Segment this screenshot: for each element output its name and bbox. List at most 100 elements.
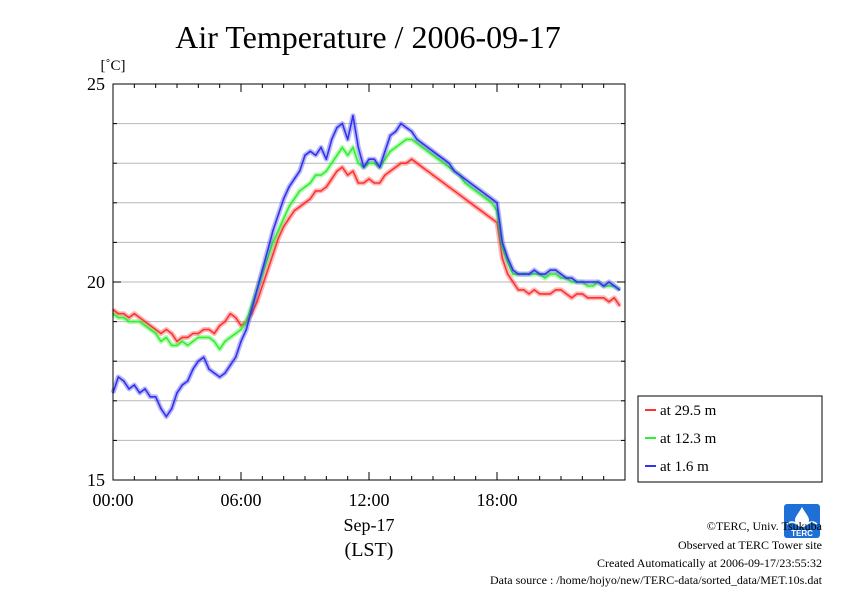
data-point — [437, 158, 440, 161]
data-point — [618, 289, 621, 291]
data-point — [608, 281, 610, 283]
data-point — [122, 316, 125, 319]
data-point — [570, 297, 573, 299]
data-point — [245, 328, 248, 331]
data-point — [410, 138, 413, 141]
data-point — [400, 142, 402, 145]
data-point — [186, 336, 189, 339]
data-point — [245, 320, 248, 323]
data-point — [560, 273, 562, 275]
data-point — [592, 297, 594, 299]
data-point — [186, 380, 189, 382]
data-point — [234, 356, 237, 359]
data-point — [448, 186, 450, 188]
data-point — [117, 316, 120, 319]
series-line-0 — [112, 158, 621, 343]
series-halo-1 — [111, 136, 622, 352]
data-point — [586, 281, 589, 283]
data-point — [394, 146, 397, 149]
data-point — [149, 328, 152, 331]
data-point — [325, 186, 328, 188]
data-point — [277, 229, 280, 232]
data-point — [368, 162, 370, 164]
data-point — [282, 225, 285, 228]
credit-created: Created Automatically at 2006-09-17/23:5… — [597, 556, 822, 570]
data-point — [400, 162, 402, 164]
data-point — [224, 320, 226, 323]
data-point — [442, 158, 445, 161]
data-point — [597, 297, 600, 299]
y-tick-label: 25 — [87, 74, 105, 94]
x-axis-date-label: Sep-17 — [344, 515, 395, 535]
data-point — [229, 336, 232, 339]
data-point — [154, 332, 157, 335]
data-point — [474, 190, 477, 192]
data-point — [229, 364, 232, 366]
data-point — [197, 360, 200, 363]
data-point — [437, 154, 440, 157]
data-point — [448, 166, 450, 168]
x-tick-label: 12:00 — [348, 490, 389, 510]
data-point — [282, 217, 285, 220]
data-point — [416, 138, 418, 141]
data-point — [389, 170, 392, 172]
data-point — [474, 205, 477, 208]
data-point — [458, 174, 461, 176]
data-point — [330, 138, 333, 141]
data-point — [352, 114, 354, 117]
data-point — [437, 178, 440, 180]
data-point — [346, 174, 349, 176]
data-point — [448, 162, 450, 164]
data-point — [336, 154, 338, 157]
data-point — [453, 170, 456, 172]
data-point — [218, 376, 221, 378]
data-point — [485, 213, 488, 216]
data-point — [240, 324, 242, 327]
data-point — [528, 293, 530, 295]
data-point — [384, 158, 386, 161]
data-point — [368, 178, 370, 180]
terc-logo: TERC — [784, 504, 820, 538]
data-point — [565, 293, 568, 295]
data-point — [533, 289, 536, 291]
data-point — [373, 182, 376, 184]
data-point — [490, 198, 493, 200]
data-point — [298, 190, 301, 192]
data-point — [128, 320, 130, 323]
data-point — [229, 312, 232, 315]
legend-label-12-3m: at 12.3 m — [660, 431, 717, 447]
data-point — [506, 257, 509, 260]
water-drop-icon — [795, 507, 809, 527]
data-point — [138, 316, 141, 319]
data-point — [320, 146, 322, 149]
data-point — [405, 162, 408, 164]
data-point — [464, 198, 466, 200]
data-point — [117, 376, 120, 378]
data-point — [346, 154, 349, 157]
data-point — [480, 190, 482, 192]
data-point — [405, 126, 408, 129]
data-point — [501, 241, 504, 244]
data-point — [266, 257, 269, 260]
data-point — [224, 340, 226, 343]
data-point — [608, 285, 610, 287]
data-point — [202, 328, 205, 331]
data-point — [592, 281, 594, 283]
data-point — [400, 122, 402, 125]
data-point — [522, 289, 525, 291]
data-point — [485, 194, 488, 196]
wave-icon — [786, 521, 818, 527]
data-point — [192, 332, 194, 335]
credit-data-source: Data source : /home/hojyo/new/TERC-data/… — [490, 573, 823, 587]
y-tick-label: 15 — [87, 470, 105, 490]
data-point — [378, 166, 381, 168]
series-halo-2 — [110, 113, 622, 420]
data-point — [581, 281, 584, 283]
data-point — [330, 162, 333, 164]
data-point — [421, 142, 424, 145]
data-point — [496, 221, 498, 224]
data-point — [538, 293, 541, 295]
credit-copyright: ©TERC, Univ. Tsukuba — [707, 519, 823, 533]
data-point — [352, 170, 354, 172]
y-axis-unit-label: [˚C] — [101, 58, 126, 74]
